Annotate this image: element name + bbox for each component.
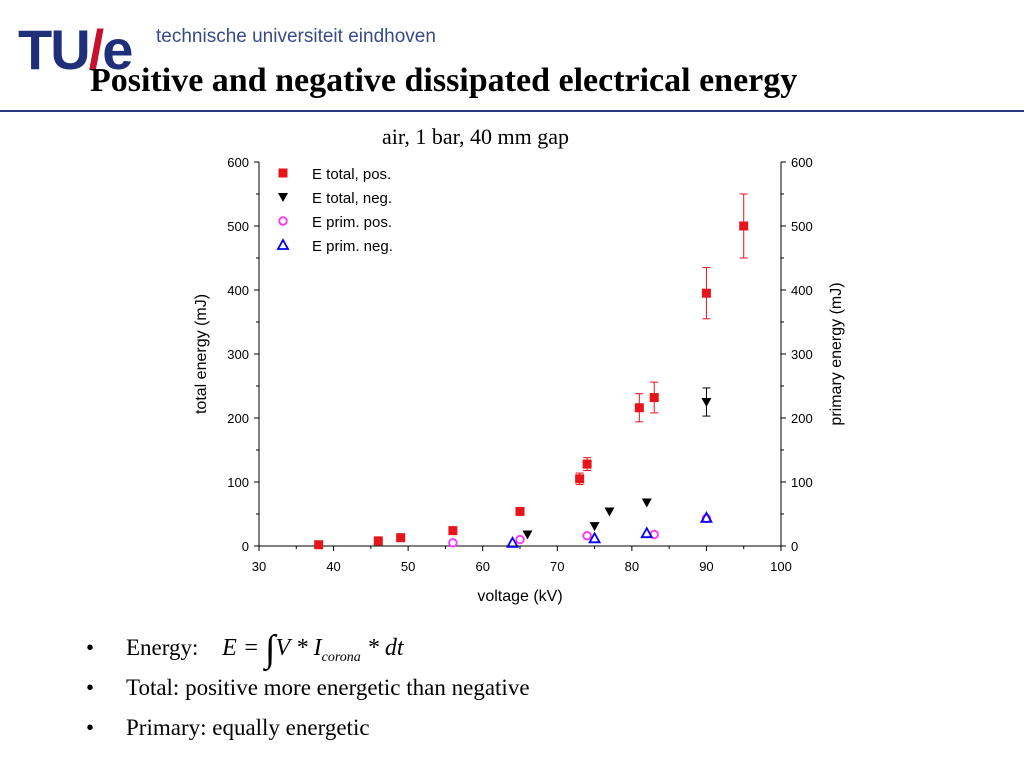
data-point	[582, 531, 592, 541]
chart-subtitle: air, 1 bar, 40 mm gap	[382, 124, 570, 149]
x-tick-label: 70	[550, 559, 564, 574]
legend-label: E prim. pos.	[312, 214, 392, 231]
bullet-total: Total: positive more energetic than nega…	[86, 672, 530, 712]
bullet-primary: Primary: equally energetic	[86, 712, 530, 752]
data-point	[634, 403, 644, 413]
y-tick-label-right: 200	[791, 411, 813, 426]
integral-symbol: ∫	[265, 628, 276, 670]
y-tick-label-left: 100	[227, 475, 249, 490]
data-point	[739, 221, 749, 231]
tue-logo: TU/e	[18, 22, 133, 78]
x-tick-label: 100	[770, 559, 792, 574]
y-tick-label-right: 300	[791, 347, 813, 362]
university-name: technische universiteit eindhoven	[156, 26, 436, 47]
legend-label: E total, pos.	[312, 166, 391, 183]
legend-marker	[278, 216, 288, 226]
legend-label: E prim. neg.	[312, 238, 393, 255]
formula-tail: * dt	[366, 635, 404, 661]
formula-subscript: corona	[321, 649, 361, 665]
legend-marker	[278, 193, 288, 202]
data-point	[506, 535, 520, 548]
y-tick-label-left: 300	[227, 347, 249, 362]
y-tick-label-left: 0	[242, 539, 249, 554]
y-axis-label-right: primary energy (mJ)	[828, 282, 845, 425]
legend-marker	[276, 238, 290, 250]
data-point	[701, 398, 712, 407]
data-point	[314, 540, 324, 550]
y-axis-label-left: total energy (mJ)	[193, 294, 210, 414]
bullet-energy: Energy: E = ∫V * Icorona * dt	[86, 630, 530, 674]
logo-slash: /	[88, 18, 105, 81]
data-point	[640, 526, 654, 539]
data-point	[448, 526, 458, 536]
header-rule	[0, 110, 1024, 112]
data-point	[604, 507, 615, 517]
legend-marker	[278, 168, 288, 178]
data-point	[641, 498, 652, 508]
x-axis-label: voltage (kV)	[477, 588, 562, 605]
energy-formula: E = ∫V * Icorona * dt	[222, 630, 404, 674]
logo-e: e	[102, 18, 133, 81]
y-tick-label-right: 0	[791, 539, 798, 554]
y-tick-label-left: 400	[227, 283, 249, 298]
x-tick-label: 50	[401, 559, 415, 574]
x-tick-label: 40	[326, 559, 340, 574]
x-tick-label: 90	[699, 559, 713, 574]
y-tick-label-right: 100	[791, 475, 813, 490]
formula-body: V * I	[275, 635, 322, 661]
y-tick-label-right: 500	[791, 219, 813, 234]
data-point	[575, 474, 585, 484]
data-point	[582, 459, 592, 469]
data-point	[699, 510, 713, 523]
data-point	[589, 522, 600, 532]
bullet-list: Energy: E = ∫V * Icorona * dt Total: pos…	[86, 630, 530, 752]
energy-chart: 30 40 50 60 70 80 90 100 0 0 100 100 200 200 300 300 400…	[193, 155, 845, 605]
data-point	[649, 393, 659, 403]
x-tick-label: 80	[625, 559, 639, 574]
y-tick-label-right: 600	[791, 155, 813, 170]
legend-label: E total, neg.	[312, 190, 392, 207]
data-point	[588, 531, 602, 544]
data-point	[515, 534, 525, 545]
y-tick-label-right: 400	[791, 283, 813, 298]
energy-label: Energy:	[126, 635, 199, 660]
data-point	[515, 506, 525, 516]
logo-tu: TU	[18, 18, 91, 81]
x-tick-label: 30	[252, 559, 266, 574]
data-point	[373, 536, 383, 546]
data-point	[522, 530, 533, 540]
y-tick-label-left: 600	[227, 155, 249, 170]
data-point	[396, 533, 406, 543]
slide-title: Positive and negative dissipated electri…	[90, 62, 798, 99]
data-point	[701, 288, 711, 298]
x-tick-label: 60	[475, 559, 489, 574]
y-tick-label-left: 200	[227, 411, 249, 426]
data-point	[448, 538, 458, 548]
y-tick-label-left: 500	[227, 219, 249, 234]
formula-lhs: E =	[222, 635, 260, 661]
